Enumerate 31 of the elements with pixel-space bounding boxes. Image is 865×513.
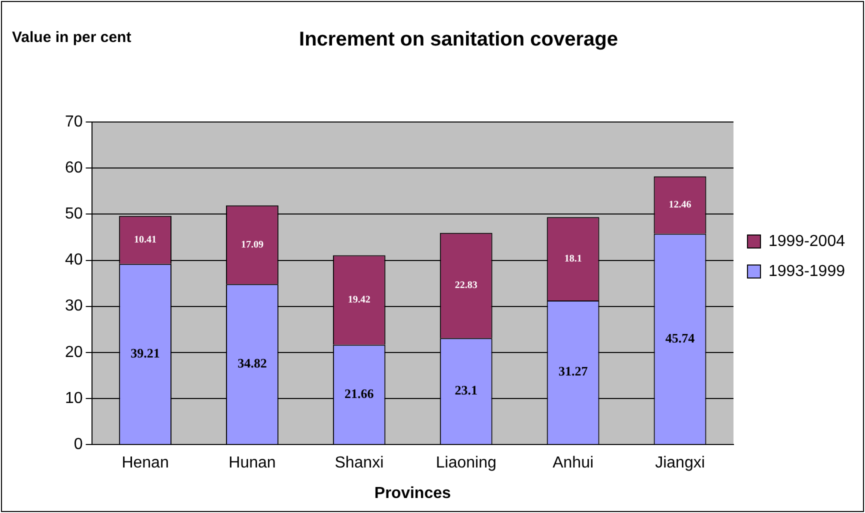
x-tick-label: Anhui — [552, 454, 594, 472]
data-label: 45.74 — [665, 330, 696, 346]
y-axis-title: Value in per cent — [12, 29, 132, 46]
y-tick-label: 20 — [65, 344, 83, 361]
x-tick-label: Liaoning — [436, 454, 496, 472]
data-label: 10.41 — [134, 234, 157, 246]
x-tick-label: Henan — [122, 454, 169, 472]
x-tick-label: Jiangxi — [655, 454, 705, 472]
data-label: 19.42 — [348, 294, 370, 306]
y-tick-label: 60 — [65, 159, 83, 176]
data-label: 12.46 — [668, 200, 692, 211]
x-tick-label: Hunan — [228, 454, 276, 472]
data-label: 21.66 — [344, 386, 374, 401]
y-tick-label: 0 — [74, 436, 83, 454]
data-label: 22.83 — [454, 280, 478, 292]
data-label: 18.1 — [564, 253, 582, 264]
y-tick-label: 10 — [65, 390, 83, 407]
x-axis-title: Provinces — [374, 484, 451, 502]
y-tick-label: 40 — [65, 252, 83, 269]
data-label: 17.09 — [240, 239, 264, 250]
data-label: 34.82 — [238, 355, 267, 370]
x-tick-label: Shanxi — [334, 454, 384, 472]
legend-label: 1999-2004 — [768, 232, 846, 250]
data-label: 39.21 — [130, 345, 160, 360]
y-tick-label: 50 — [65, 206, 83, 223]
data-label: 31.27 — [558, 364, 588, 379]
chart-title: Increment on sanitation coverage — [299, 28, 618, 51]
legend-label: 1993-1999 — [768, 262, 846, 280]
y-tick-label: 30 — [65, 298, 83, 315]
data-label: 23.1 — [454, 382, 478, 398]
y-tick-label: 70 — [65, 113, 83, 130]
